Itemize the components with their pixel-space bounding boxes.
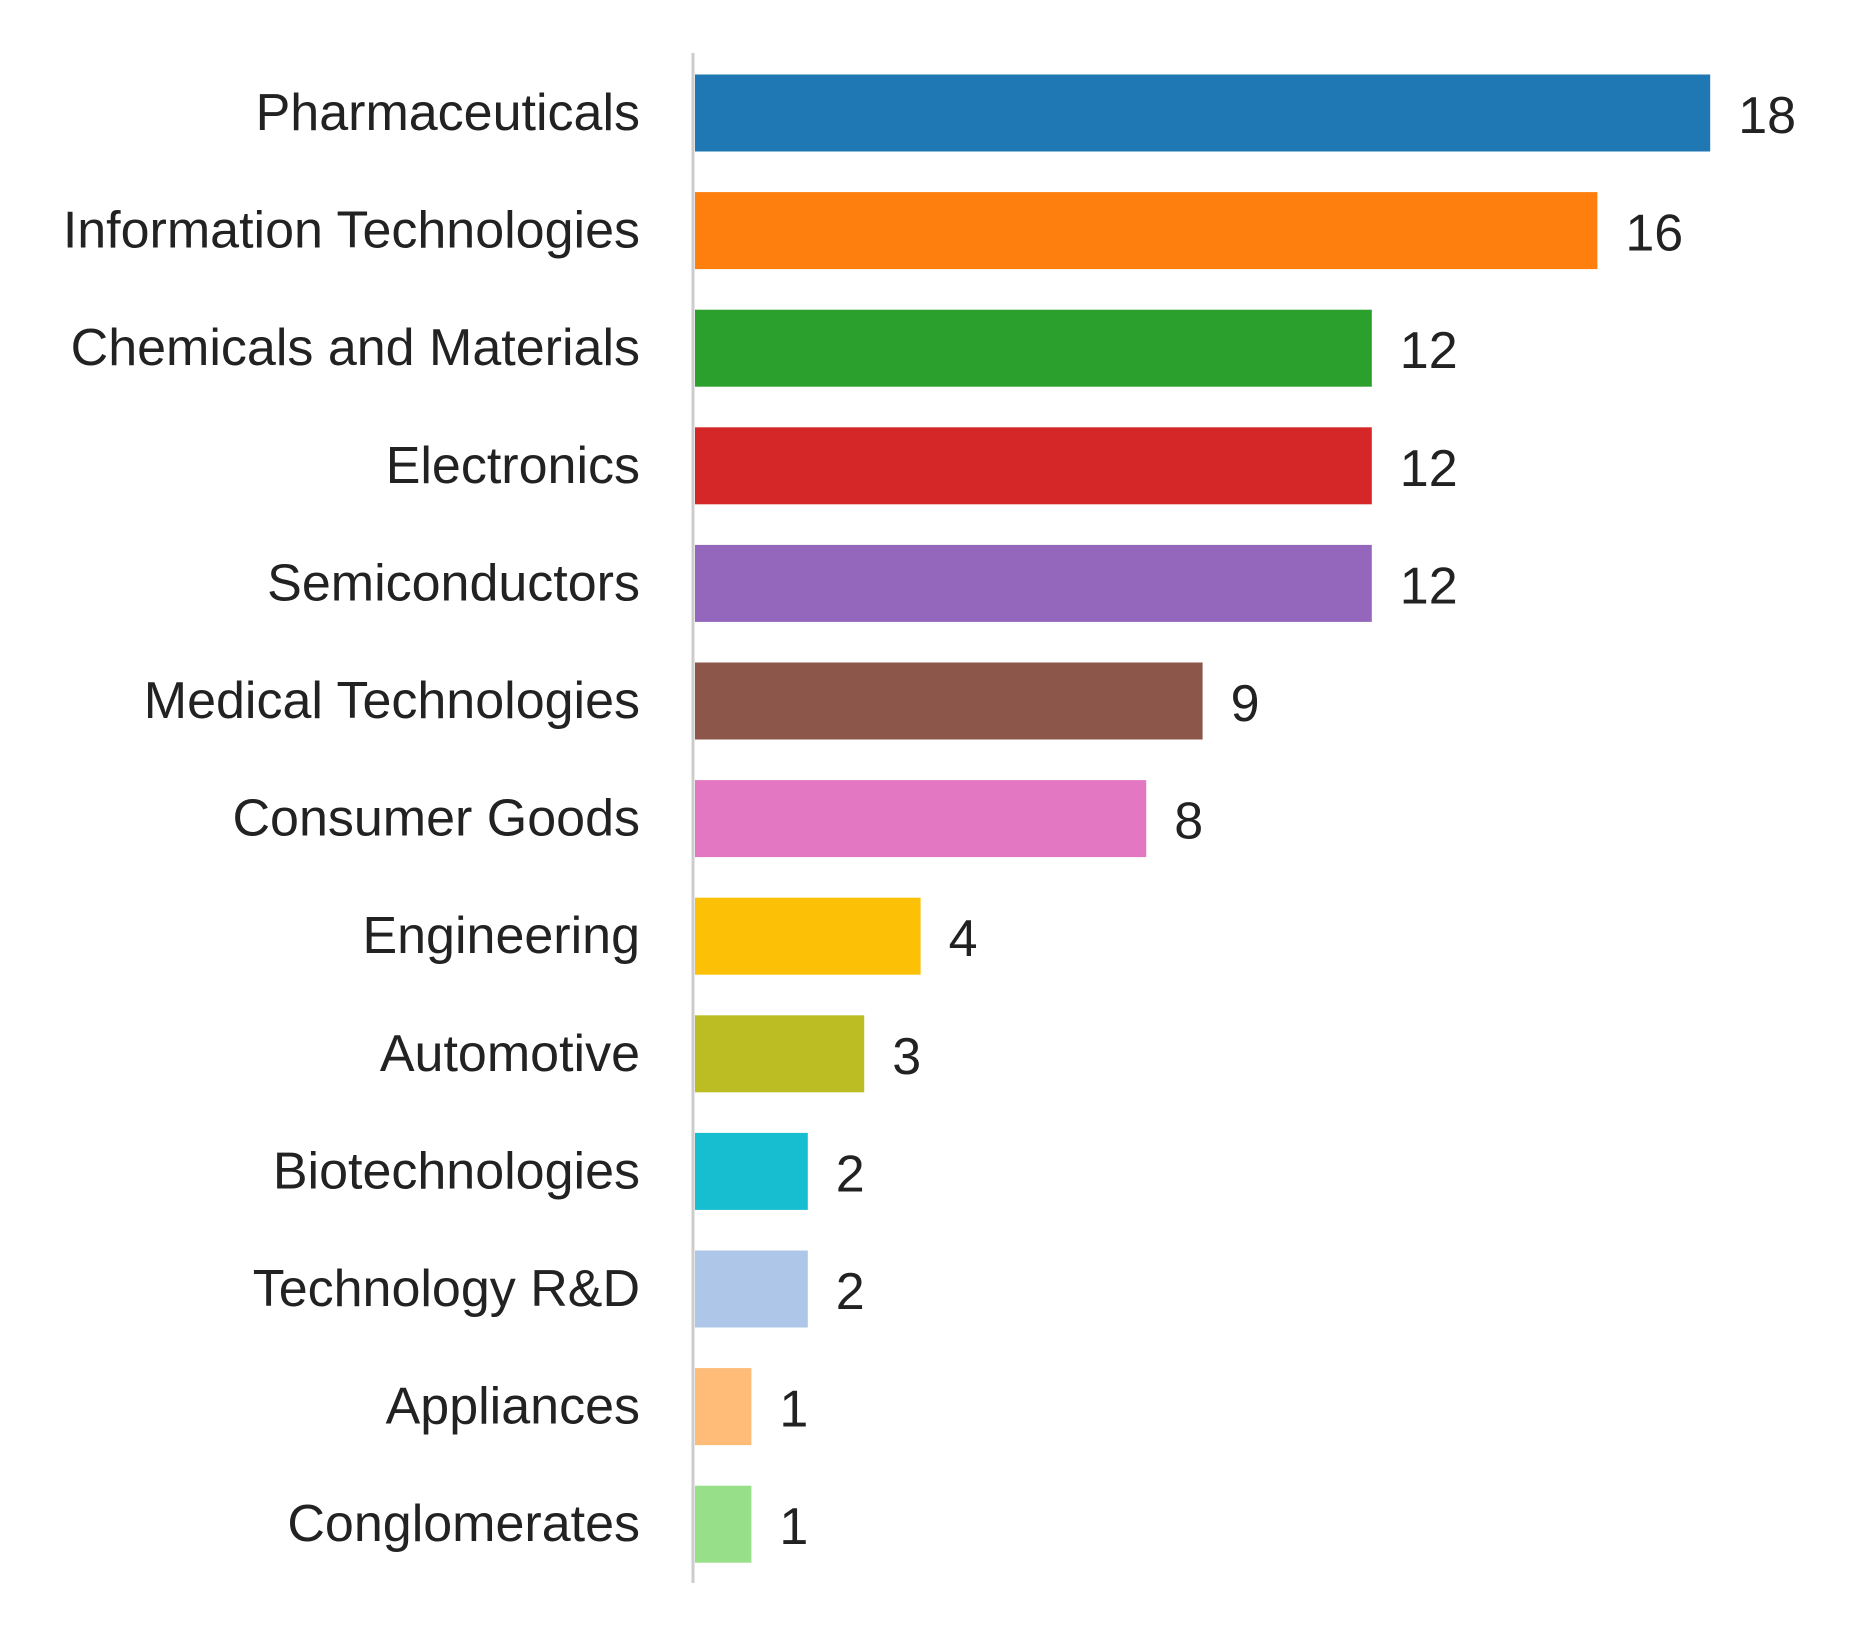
bar-11 — [695, 1368, 752, 1446]
value-label-8: 3 — [892, 1028, 921, 1086]
category-label-4: Semiconductors — [267, 554, 640, 612]
bar-1 — [695, 192, 1598, 270]
category-label-12: Conglomerates — [287, 1495, 640, 1553]
category-label-2: Chemicals and Materials — [71, 319, 640, 377]
bar-3 — [695, 427, 1372, 505]
bar-10 — [695, 1250, 808, 1328]
value-label-4: 12 — [1400, 557, 1458, 615]
category-label-9: Biotechnologies — [273, 1142, 640, 1200]
bar-2 — [695, 309, 1372, 387]
category-label-10: Technology R&D — [253, 1260, 640, 1318]
category-labels: Pharmaceuticals Information Technologies C… — [63, 84, 640, 1553]
value-label-1: 16 — [1625, 205, 1683, 263]
category-label-8: Automotive — [380, 1025, 640, 1083]
value-label-2: 12 — [1400, 322, 1458, 380]
value-label-10: 2 — [836, 1263, 865, 1321]
value-label-6: 8 — [1174, 793, 1203, 851]
value-label-5: 9 — [1231, 675, 1260, 733]
bar-0 — [695, 74, 1711, 152]
category-label-0: Pharmaceuticals — [256, 84, 640, 142]
category-label-6: Consumer Goods — [232, 790, 640, 848]
bar-7 — [695, 897, 921, 975]
value-label-11: 1 — [779, 1381, 808, 1439]
value-label-12: 1 — [779, 1498, 808, 1556]
bars-layer — [695, 74, 1711, 1563]
bar-5 — [695, 662, 1203, 740]
bar-12 — [695, 1485, 752, 1563]
value-label-0: 18 — [1738, 87, 1796, 145]
value-labels: 18 16 12 12 12 9 8 4 3 2 2 1 1 — [779, 87, 1796, 1556]
category-label-7: Engineering — [362, 907, 640, 965]
bar-6 — [695, 780, 1147, 858]
bar-9 — [695, 1132, 808, 1210]
value-label-3: 12 — [1400, 440, 1458, 498]
category-label-1: Information Technologies — [63, 202, 640, 260]
bar-4 — [695, 544, 1372, 622]
value-label-9: 2 — [836, 1145, 865, 1203]
bar-8 — [695, 1015, 865, 1093]
category-label-5: Medical Technologies — [144, 672, 640, 730]
category-label-3: Electronics — [386, 437, 640, 495]
value-label-7: 4 — [949, 910, 978, 968]
category-label-11: Appliances — [386, 1378, 640, 1436]
